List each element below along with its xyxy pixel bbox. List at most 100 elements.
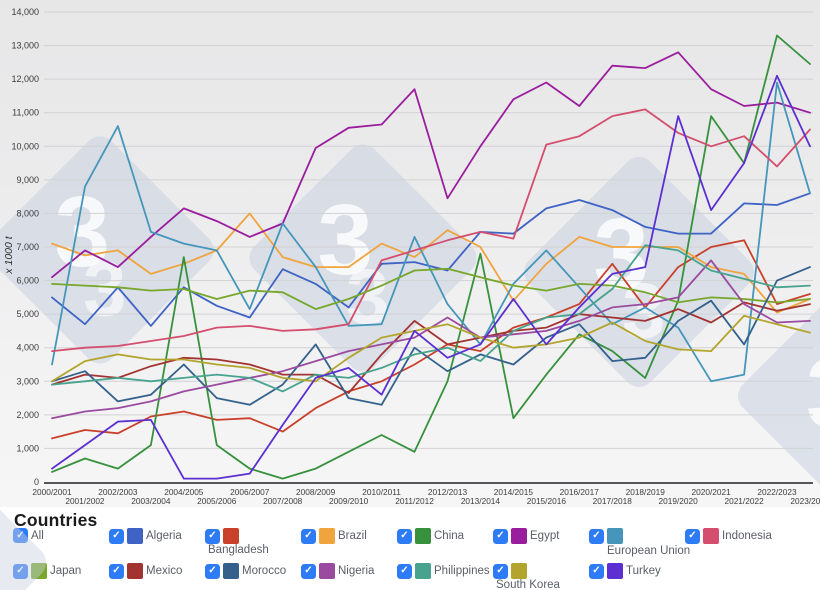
y-tick-label: 13,000 (11, 41, 39, 51)
y-tick-label: 5,000 (16, 309, 39, 319)
legend-panel: Countries ✓ All ✓ Algeria ✓ Bangladesh ✓ Brazil… (0, 495, 820, 590)
color-swatch-mexico (127, 563, 143, 579)
series-line-algeria[interactable] (51, 192, 811, 327)
series-line-turkey[interactable] (51, 74, 811, 480)
checkbox-brazil[interactable]: ✓ (301, 528, 316, 544)
series-line-morocco[interactable] (51, 266, 811, 406)
y-axis-unit-label: x 1000 t (3, 235, 15, 274)
x-tick-label: 2015/2016 (527, 496, 567, 506)
color-swatch-indonesia (703, 528, 719, 544)
x-tick-label: 2005/2006 (197, 496, 237, 506)
y-tick-label: 8,000 (16, 208, 39, 218)
checkbox-egypt[interactable]: ✓ (493, 528, 508, 544)
x-tick-label: 2003/2004 (131, 496, 171, 506)
x-tick-label: 2012/2013 (428, 487, 468, 497)
legend-label-south-korea: South Korea (496, 579, 560, 590)
legend-item-china[interactable]: ✓ China (397, 528, 491, 544)
y-tick-label: 1,000 (16, 443, 39, 453)
legend-label-egypt: Egypt (530, 530, 560, 542)
x-tick-label: 2013/2014 (461, 496, 501, 506)
checkbox-mexico[interactable]: ✓ (109, 563, 124, 579)
y-tick-label: 11,000 (12, 108, 39, 118)
legend-item-brazil[interactable]: ✓ Brazil (301, 528, 395, 544)
legend-item-japan[interactable]: ✓ Japan (13, 563, 107, 579)
x-tick-label: 2019/2020 (659, 496, 699, 506)
checkbox-all[interactable]: ✓ (13, 528, 28, 543)
legend-item-all[interactable]: ✓ All (13, 528, 107, 543)
x-tick-label: 2007/2008 (263, 496, 303, 506)
series-line-indonesia[interactable] (51, 108, 811, 353)
checkbox-japan[interactable]: ✓ (13, 563, 28, 579)
legend-label-bangladesh: Bangladesh (208, 544, 269, 556)
y-tick-label: 4,000 (16, 343, 39, 353)
x-tick-label: 2011/2012 (395, 496, 434, 506)
checkbox-turkey[interactable]: ✓ (589, 563, 604, 579)
legend-label-european-union: European Union (607, 545, 691, 557)
legend-label-philippines: Philippines (434, 565, 490, 577)
color-swatch-turkey (607, 563, 623, 579)
checkbox-philippines[interactable]: ✓ (397, 563, 412, 579)
series-line-european-union[interactable] (51, 81, 811, 383)
color-swatch-morocco (223, 563, 239, 579)
y-tick-label: 6,000 (16, 276, 39, 286)
series-line-egypt[interactable] (51, 51, 811, 279)
x-tick-label: 2010/2011 (362, 487, 401, 497)
legend-label-morocco: Morocco (242, 565, 287, 577)
x-tick-label: 2014/2015 (494, 487, 534, 497)
checkbox-china[interactable]: ✓ (397, 528, 412, 544)
legend-item-european-union[interactable]: ✓ European Union (589, 528, 690, 557)
color-swatch-brazil (319, 528, 335, 544)
color-swatch-japan (31, 563, 47, 579)
x-tick-label: 2009/2010 (329, 496, 369, 506)
color-swatch-china (415, 528, 431, 544)
legend-item-algeria[interactable]: ✓ Algeria (109, 528, 203, 544)
x-tick-label: 2023/2024 (790, 496, 820, 506)
legend-item-philippines[interactable]: ✓ Philippines (397, 563, 491, 579)
legend-item-bangladesh[interactable]: ✓ Bangladesh (205, 528, 299, 556)
checkbox-european-union[interactable]: ✓ (589, 528, 604, 544)
y-tick-label: 7,000 (16, 242, 39, 252)
legend-label-brazil: Brazil (338, 530, 367, 542)
legend-item-south-korea[interactable]: ✓ South Korea (493, 563, 587, 590)
color-swatch-bangladesh (223, 528, 239, 544)
legend-label-nigeria: Nigeria (338, 565, 375, 577)
checkbox-nigeria[interactable]: ✓ (301, 563, 316, 579)
checkbox-algeria[interactable]: ✓ (109, 528, 124, 544)
series-line-bangladesh[interactable] (51, 239, 811, 440)
y-tick-label: 10,000 (11, 141, 39, 151)
legend-item-egypt[interactable]: ✓ Egypt (493, 528, 587, 544)
checkbox-morocco[interactable]: ✓ (205, 563, 220, 579)
legend-item-turkey[interactable]: ✓ Turkey (589, 563, 683, 579)
legend-label-turkey: Turkey (626, 565, 661, 577)
x-tick-label: 2017/2018 (593, 496, 633, 506)
x-tick-label: 2000/2001 (32, 487, 72, 497)
checkbox-bangladesh[interactable]: ✓ (205, 528, 220, 544)
color-swatch-egypt (511, 528, 527, 544)
x-tick-label: 2016/2017 (560, 487, 600, 497)
y-tick-label: 3,000 (16, 376, 39, 386)
y-tick-label: 14,000 (11, 7, 39, 17)
chart-area: 3 3 3 3 3 3 3 0 1,000 2,000 3,000 4,000 5,000… (0, 0, 820, 507)
x-tick-label: 2020/2021 (692, 487, 732, 497)
line-chart-canvas[interactable]: 0 1,000 2,000 3,000 4,000 5,000 6,000 7,000 8,00… (0, 0, 820, 507)
x-tick-label: 2004/2005 (164, 487, 204, 497)
x-tick-label: 2008/2009 (296, 487, 336, 497)
x-tick-label: 2021/2022 (724, 496, 764, 506)
legend-label-mexico: Mexico (146, 565, 183, 577)
y-tick-label: 12,000 (11, 74, 39, 84)
legend-item-indonesia[interactable]: ✓ Indonesia (685, 528, 779, 544)
legend-item-morocco[interactable]: ✓ Morocco (205, 563, 299, 579)
x-tick-label: 2006/2007 (230, 487, 270, 497)
x-tick-label: 2022/2023 (757, 487, 797, 497)
color-swatch-european-union (607, 528, 623, 544)
series-line-japan[interactable] (51, 267, 811, 311)
legend-label-japan: Japan (50, 565, 82, 577)
checkbox-indonesia[interactable]: ✓ (685, 528, 700, 544)
legend-item-mexico[interactable]: ✓ Mexico (109, 563, 203, 579)
checkbox-south-korea[interactable]: ✓ (493, 563, 508, 579)
series-line-philippines[interactable] (51, 244, 811, 393)
series-line-south-korea[interactable] (51, 314, 811, 383)
legend-item-nigeria[interactable]: ✓ Nigeria (301, 563, 395, 579)
series-line-brazil[interactable] (51, 212, 811, 314)
